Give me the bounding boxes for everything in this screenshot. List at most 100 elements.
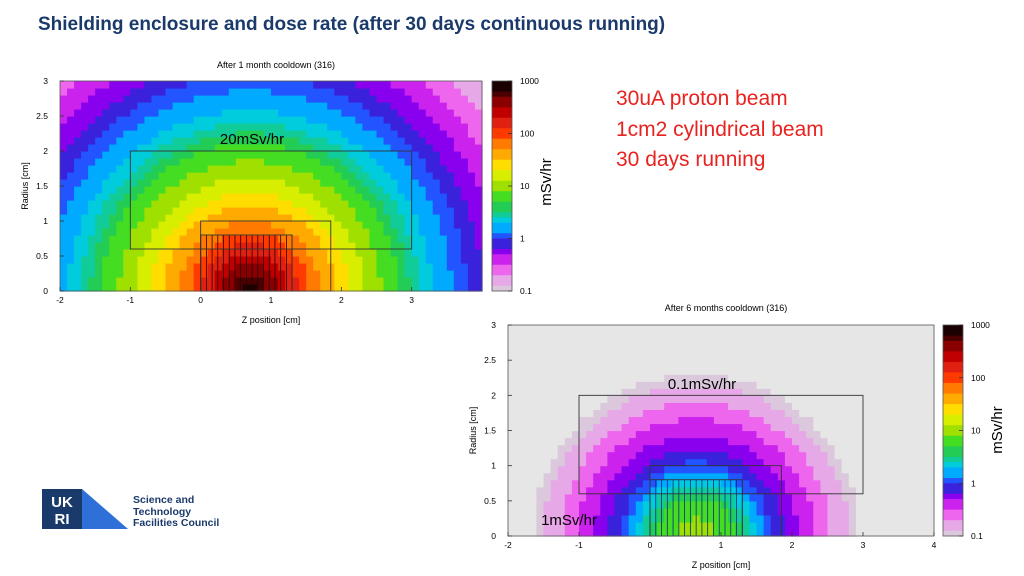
dose-cell bbox=[557, 367, 566, 375]
dose-cell bbox=[172, 165, 181, 173]
dose-cell bbox=[529, 444, 537, 453]
x-tick-label: -2 bbox=[56, 295, 64, 305]
dose-cell bbox=[721, 339, 729, 347]
dose-cell bbox=[529, 353, 537, 361]
dose-cell bbox=[685, 451, 694, 460]
dose-cell bbox=[586, 346, 594, 354]
dose-cell bbox=[137, 186, 145, 194]
dose-cell bbox=[221, 81, 230, 89]
dose-cell bbox=[834, 367, 843, 375]
dose-cell bbox=[571, 325, 580, 333]
dose-cell bbox=[706, 346, 715, 354]
dose-cell bbox=[820, 381, 829, 389]
dose-cell bbox=[179, 130, 188, 138]
dose-cell bbox=[905, 367, 914, 375]
dose-cell bbox=[571, 465, 580, 474]
dose-cell bbox=[863, 458, 871, 467]
dose-cell bbox=[621, 360, 630, 368]
dose-cell bbox=[221, 207, 230, 215]
dose-cell bbox=[221, 102, 230, 110]
dose-cell bbox=[806, 332, 814, 340]
dose-cell bbox=[642, 472, 651, 481]
dose-cell bbox=[855, 479, 864, 488]
dose-cell bbox=[607, 367, 616, 375]
dose-cell bbox=[699, 325, 708, 333]
dose-cell bbox=[799, 465, 807, 474]
dose-cell bbox=[855, 465, 864, 474]
dose-cell bbox=[515, 493, 523, 502]
dose-cell bbox=[249, 172, 258, 180]
dose-cell bbox=[74, 200, 82, 208]
dose-cell bbox=[193, 81, 202, 89]
dose-cell bbox=[207, 256, 216, 264]
dose-cell bbox=[898, 430, 907, 439]
dose-cell bbox=[728, 346, 736, 354]
dose-cell bbox=[579, 388, 587, 396]
dose-cell bbox=[841, 409, 850, 418]
dose-cell bbox=[799, 360, 807, 368]
dose-cell bbox=[74, 137, 82, 145]
dose-cell bbox=[642, 430, 651, 439]
dose-cell bbox=[848, 416, 857, 425]
dose-cell bbox=[706, 493, 715, 502]
dose-cell bbox=[664, 339, 672, 347]
dose-cell bbox=[418, 158, 427, 166]
dose-cell bbox=[522, 325, 530, 333]
dose-cell bbox=[543, 444, 552, 453]
dose-cell bbox=[256, 151, 265, 159]
dose-cell bbox=[671, 388, 679, 396]
dose-cell bbox=[88, 242, 96, 250]
dose-cell bbox=[806, 395, 814, 403]
dose-cell bbox=[770, 339, 779, 347]
dose-cell bbox=[919, 374, 928, 382]
dose-cell bbox=[130, 263, 138, 271]
dose-cell bbox=[728, 479, 736, 488]
dose-cell bbox=[600, 528, 608, 537]
dose-cell bbox=[813, 451, 821, 460]
note-line-duration: 30 days running bbox=[616, 148, 766, 171]
dose-cell bbox=[699, 353, 708, 361]
dose-cell bbox=[186, 102, 195, 110]
dose-cell bbox=[214, 144, 223, 152]
dose-cell bbox=[763, 493, 772, 502]
dose-cell bbox=[411, 207, 420, 215]
dose-cell bbox=[172, 172, 181, 180]
dose-cell bbox=[172, 158, 181, 166]
dose-cell bbox=[362, 88, 371, 96]
dose-cell bbox=[515, 360, 523, 368]
dose-cell bbox=[685, 479, 694, 488]
dose-cell bbox=[721, 374, 729, 382]
dose-cell bbox=[749, 430, 758, 439]
dose-cell bbox=[713, 381, 722, 389]
dose-cell bbox=[60, 207, 68, 215]
dose-cell bbox=[439, 88, 448, 96]
dose-cell bbox=[179, 284, 188, 292]
dose-cell bbox=[334, 137, 342, 145]
dose-cell bbox=[926, 325, 935, 333]
dose-cell bbox=[926, 395, 935, 403]
dose-cell bbox=[870, 437, 878, 446]
dose-cell bbox=[841, 430, 850, 439]
dose-cell bbox=[397, 144, 406, 152]
dose-cell bbox=[614, 402, 623, 410]
dose-cell bbox=[593, 493, 601, 502]
dose-cell bbox=[848, 339, 857, 347]
dose-cell bbox=[571, 444, 580, 453]
dose-cell bbox=[242, 263, 251, 271]
dose-cell bbox=[813, 423, 821, 432]
dose-cell bbox=[706, 416, 715, 425]
dose-cell bbox=[200, 95, 209, 103]
dose-cell bbox=[179, 151, 188, 159]
dose-cell bbox=[905, 451, 914, 460]
dose-cell bbox=[285, 228, 293, 236]
dose-cell bbox=[671, 423, 679, 432]
dose-cell bbox=[792, 339, 800, 347]
dose-cell bbox=[607, 353, 616, 361]
dose-cell bbox=[411, 186, 420, 194]
dose-cell bbox=[320, 88, 328, 96]
dose-cell bbox=[784, 332, 793, 340]
dose-cell bbox=[116, 158, 124, 166]
dose-cell bbox=[460, 235, 469, 243]
dose-cell bbox=[186, 116, 195, 124]
dose-cell bbox=[446, 123, 455, 131]
